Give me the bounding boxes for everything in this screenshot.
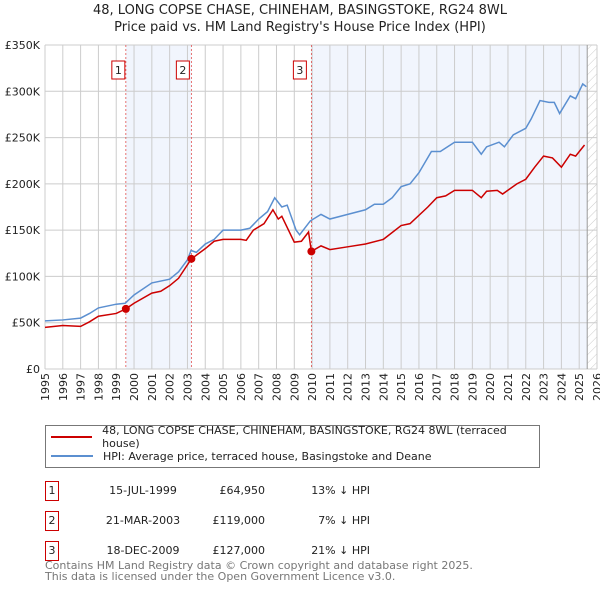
sale-point: [121, 304, 130, 313]
x-tick-label: 1995: [39, 373, 52, 401]
shaded-ownership-period: [125, 45, 192, 369]
sale-price: £64,950: [219, 484, 266, 497]
sale-number-box: 1: [45, 481, 59, 501]
plot-area: 1995 1996 1997 1998 1999 2000 2001 2002 2003 2004…: [5, 39, 600, 401]
y-tick-label: £200K: [5, 178, 41, 191]
sale-label-number: 3: [296, 64, 303, 77]
y-tick-label: £250K: [5, 132, 41, 145]
x-tick-label: 2023: [538, 373, 551, 401]
legend: 48, LONG COPSE CHASE, CHINEHAM, BASINGST…: [45, 424, 540, 468]
x-tick-label: 2005: [217, 373, 230, 401]
sale-date: 15-JUL-1999: [109, 484, 177, 497]
x-tick-label: 2006: [235, 373, 248, 401]
sale-point: [187, 254, 196, 263]
x-tick-label: 2009: [288, 373, 301, 401]
x-tick-label: 2002: [164, 373, 177, 401]
x-tick-label: 1999: [110, 373, 123, 401]
sale-price: £127,000: [212, 544, 266, 557]
footer-line: Contains HM Land Registry data © Crown c…: [45, 559, 473, 572]
x-tick-label: 2011: [324, 373, 337, 401]
x-tick-label: 2000: [128, 373, 141, 401]
x-tick-label: 2003: [181, 373, 194, 401]
sale-hpi-diff: 7% ↓ HPI: [318, 514, 370, 527]
legend-item-property: 48, LONG COPSE CHASE, CHINEHAM, BASINGST…: [51, 424, 539, 450]
y-tick-label: £50K: [12, 317, 41, 330]
shaded-ownership-period: [311, 45, 588, 369]
sale-number-box: 2: [45, 511, 59, 531]
x-tick-label: 2019: [466, 373, 479, 401]
y-tick-label: £300K: [5, 85, 41, 98]
legend-swatch: [51, 455, 93, 457]
sale-point: [307, 247, 316, 256]
x-tick-label: 2021: [502, 373, 515, 401]
x-tick-label: 2026: [591, 373, 600, 401]
y-tick-label: £150K: [5, 224, 41, 237]
sale-label-box: [175, 60, 190, 80]
x-tick-label: 1996: [57, 373, 70, 401]
footer: Contains HM Land Registry data © Crown c…: [45, 560, 473, 582]
sale-number-box: 3: [45, 541, 59, 561]
y-tick-label: £350K: [5, 39, 41, 52]
y-tick-label: £100K: [5, 270, 41, 283]
x-tick-label: 2013: [360, 373, 373, 401]
sale-label-number: 1: [115, 64, 122, 77]
x-tick-label: 2025: [573, 373, 586, 401]
property-price-line: [44, 144, 586, 329]
sale-row: 3 18-DEC-2009 £127,000 21% ↓ HPI: [45, 541, 445, 561]
x-tick-label: 2016: [413, 373, 426, 401]
legend-label: 48, LONG COPSE CHASE, CHINEHAM, BASINGST…: [102, 424, 507, 450]
hpi-line: [44, 82, 587, 322]
future-hatch-area: [587, 45, 597, 369]
x-tick-label: 2020: [484, 373, 497, 401]
chart-subtitle: Price paid vs. HM Land Registry's House …: [114, 20, 486, 35]
sale-label-number: 2: [179, 64, 186, 77]
x-tick-label: 2001: [146, 373, 159, 401]
x-tick-label: 2010: [306, 373, 319, 401]
x-tick-label: 2008: [270, 373, 283, 401]
legend-label: HPI: Average price, terraced house, Basi…: [103, 449, 432, 463]
x-tick-label: 2004: [199, 373, 212, 401]
x-tick-label: 2017: [431, 373, 444, 401]
sale-price: £119,000: [212, 514, 266, 527]
x-tick-label: 2014: [377, 373, 390, 401]
x-tick-label: 2012: [342, 373, 355, 401]
x-tick-label: 1998: [92, 373, 105, 401]
x-tick-label: 2015: [395, 373, 408, 401]
y-tick-label: £0: [26, 363, 40, 376]
sale-date: 21-MAR-2003: [105, 514, 181, 527]
sale-row: 1 15-JUL-1999 £64,950 13% ↓ HPI: [45, 481, 445, 501]
sale-label-box: [292, 60, 307, 80]
sale-hpi-diff: 13% ↓ HPI: [311, 484, 370, 497]
x-tick-label: 2007: [253, 373, 266, 401]
x-tick-label: 2022: [520, 373, 533, 401]
sale-row: 2 21-MAR-2003 £119,000 7% ↓ HPI: [45, 511, 445, 531]
footer-line: This data is licensed under the Open Gov…: [45, 570, 396, 583]
legend-swatch: [51, 436, 93, 438]
x-tick-label: 2018: [449, 373, 462, 401]
x-tick-label: 1997: [75, 373, 88, 401]
x-tick-label: 2024: [555, 373, 568, 401]
chart-title: 48, LONG COPSE CHASE, CHINEHAM, BASINGST…: [92, 3, 508, 18]
sale-date: 18-DEC-2009: [106, 544, 180, 557]
legend-item-hpi: HPI: Average price, terraced house, Basi…: [51, 448, 431, 464]
sale-hpi-diff: 21% ↓ HPI: [311, 544, 370, 557]
sale-label-box: [111, 60, 126, 80]
